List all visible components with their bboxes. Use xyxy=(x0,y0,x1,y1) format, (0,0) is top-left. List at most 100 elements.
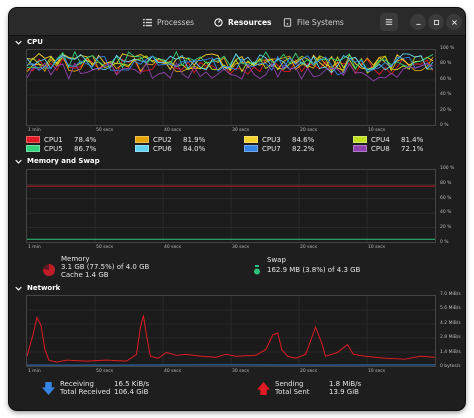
cpu-legend-item-cpu1[interactable]: CPU1 78.4% xyxy=(26,135,96,144)
tab-processes-label: Processes xyxy=(157,17,194,27)
cpu-usage-value: 78.4% xyxy=(74,135,97,144)
cpu-usage-value: 72.1% xyxy=(401,144,424,153)
cpu-name: CPU7 xyxy=(262,144,281,153)
cpu-name: CPU8 xyxy=(371,144,390,153)
time-axis-tick: 1 min xyxy=(28,128,41,133)
drive-icon xyxy=(283,17,292,27)
cpu-name: CPU2 xyxy=(153,135,172,144)
cpu-usage-value: 81.9% xyxy=(183,135,206,144)
time-axis-tick: 1 min xyxy=(28,245,41,250)
network-rate-axis-tick: 2.8 MiB/s xyxy=(440,335,461,341)
memory-section-toggle[interactable]: Memory and Swap xyxy=(15,157,100,165)
network-section-toggle[interactable]: Network xyxy=(15,284,60,292)
total-received-value: 106.4 GiB xyxy=(114,388,149,396)
time-axis-tick: 30 secs xyxy=(232,369,250,374)
chevron-down-icon xyxy=(15,40,22,45)
network-send-line xyxy=(27,315,435,363)
time-axis-tick: 10 secs xyxy=(368,369,386,374)
time-axis-tick: 10 secs xyxy=(368,128,386,133)
swap-icon xyxy=(253,260,261,275)
memory-percent-axis-tick: 100 % xyxy=(440,166,455,171)
time-axis-tick: 20 secs xyxy=(300,128,318,133)
main-menu-button[interactable] xyxy=(380,13,398,31)
total-sent-value: 13.9 GiB xyxy=(329,388,359,396)
sending-rate: 1.8 MiB/s xyxy=(329,380,362,388)
hamburger-icon xyxy=(385,19,393,25)
memory-history-graph xyxy=(26,169,436,243)
tab-file-systems-label: File Systems xyxy=(297,17,344,27)
maximize-icon xyxy=(433,19,439,25)
cpu-legend-item-cpu2[interactable]: CPU2 81.9% xyxy=(135,135,205,144)
cpu-percent-axis-tick: 0 % xyxy=(440,123,449,128)
cpu-color-swatch[interactable] xyxy=(353,145,367,152)
memory-section-title: Memory and Swap xyxy=(27,157,100,165)
chevron-down-icon xyxy=(15,286,22,291)
cpu-color-swatch[interactable] xyxy=(26,136,40,143)
network-rate-axis-tick: 7.0 MiB/s xyxy=(440,292,461,297)
cpu-name: CPU6 xyxy=(153,144,172,153)
tab-processes[interactable]: Processes xyxy=(143,14,194,30)
tab-resources[interactable]: Resources xyxy=(214,14,272,30)
list-icon xyxy=(143,18,152,26)
cpu-usage-value: 86.7% xyxy=(74,144,97,153)
cpu-legend-item-cpu3[interactable]: CPU3 84.6% xyxy=(244,135,314,144)
tab-resources-label: Resources xyxy=(228,17,272,27)
close-icon xyxy=(451,19,457,25)
cpu-usage-value: 84.6% xyxy=(292,135,315,144)
cpu-legend-item-cpu4[interactable]: CPU4 81.4% xyxy=(353,135,423,144)
cpu-section-title: CPU xyxy=(27,38,43,46)
header-bar: Processes Resources File Systems xyxy=(9,8,465,36)
swap-info: Swap 162.9 MB (3.8%) of 4.3 GB xyxy=(267,256,360,274)
network-rate-axis-tick: 4.2 MiB/s xyxy=(440,320,461,326)
cpu-color-swatch[interactable] xyxy=(26,145,40,152)
cpu-legend-item-cpu5[interactable]: CPU5 86.7% xyxy=(26,144,96,153)
time-axis-tick: 1 min xyxy=(28,369,41,374)
close-button[interactable] xyxy=(446,14,462,30)
time-axis-tick: 30 secs xyxy=(232,245,250,250)
system-monitor-window: Processes Resources File Systems CPU 100… xyxy=(9,8,465,410)
cpu-series-line-cpu2 xyxy=(27,55,434,74)
cpu-color-swatch[interactable] xyxy=(244,145,258,152)
cpu-color-swatch[interactable] xyxy=(353,136,367,143)
cpu-name: CPU3 xyxy=(262,135,281,144)
network-rate-axis-tick: 0 bytes/s xyxy=(440,364,461,369)
cpu-section-toggle[interactable]: CPU xyxy=(15,38,43,46)
time-axis-tick: 50 secs xyxy=(96,369,114,374)
cpu-legend-item-cpu6[interactable]: CPU6 84.0% xyxy=(135,144,205,153)
memory-used: 3.1 GB (77.5%) of 4.0 GB xyxy=(61,263,150,271)
time-axis-tick: 20 secs xyxy=(300,245,318,250)
gauge-icon xyxy=(214,17,223,27)
receiving-label: Receiving xyxy=(60,380,94,388)
time-axis-tick: 50 secs xyxy=(96,245,114,250)
time-axis-tick: 10 secs xyxy=(368,245,386,250)
cpu-series-line-cpu5 xyxy=(27,50,434,71)
cpu-percent-axis-tick: 60 % xyxy=(440,76,452,82)
network-rate-axis-tick: 1.4 MiB/s xyxy=(440,349,461,355)
time-axis-tick: 20 secs xyxy=(300,369,318,374)
cpu-name: CPU4 xyxy=(371,135,390,144)
minimize-button[interactable] xyxy=(410,14,426,30)
tab-file-systems[interactable]: File Systems xyxy=(283,14,344,30)
cpu-percent-axis-tick: 40 % xyxy=(440,92,452,98)
cpu-legend-item-cpu8[interactable]: CPU8 72.1% xyxy=(353,144,423,153)
receiving-info: Receiving 16.5 KiB/s Total Received 106.4 … xyxy=(60,380,149,396)
time-axis-tick: 30 secs xyxy=(232,128,250,133)
cpu-color-swatch[interactable] xyxy=(135,145,149,152)
maximize-button[interactable] xyxy=(428,14,444,30)
cpu-legend-item-cpu7[interactable]: CPU7 82.2% xyxy=(244,144,314,153)
memory-pie-icon xyxy=(42,262,56,276)
network-section-title: Network xyxy=(27,284,61,292)
network-history-graph xyxy=(26,295,436,367)
network-rate-axis-tick: 5.6 MiB/s xyxy=(440,306,461,312)
cpu-color-swatch[interactable] xyxy=(135,136,149,143)
memory-percent-axis-tick: 80 % xyxy=(440,180,452,186)
cpu-color-swatch[interactable] xyxy=(244,136,258,143)
cpu-usage-value: 82.2% xyxy=(292,144,315,153)
cpu-percent-axis-tick: 20 % xyxy=(440,107,452,113)
cpu-usage-value: 84.0% xyxy=(183,144,206,153)
cpu-series-line-cpu7 xyxy=(27,55,434,76)
cpu-name: CPU5 xyxy=(44,144,63,153)
cpu-history-graph xyxy=(26,49,436,126)
memory-cache: Cache 1.4 GB xyxy=(61,271,109,279)
sending-info: Sending 1.8 MiB/s Total Sent 13.9 GiB xyxy=(275,380,361,396)
